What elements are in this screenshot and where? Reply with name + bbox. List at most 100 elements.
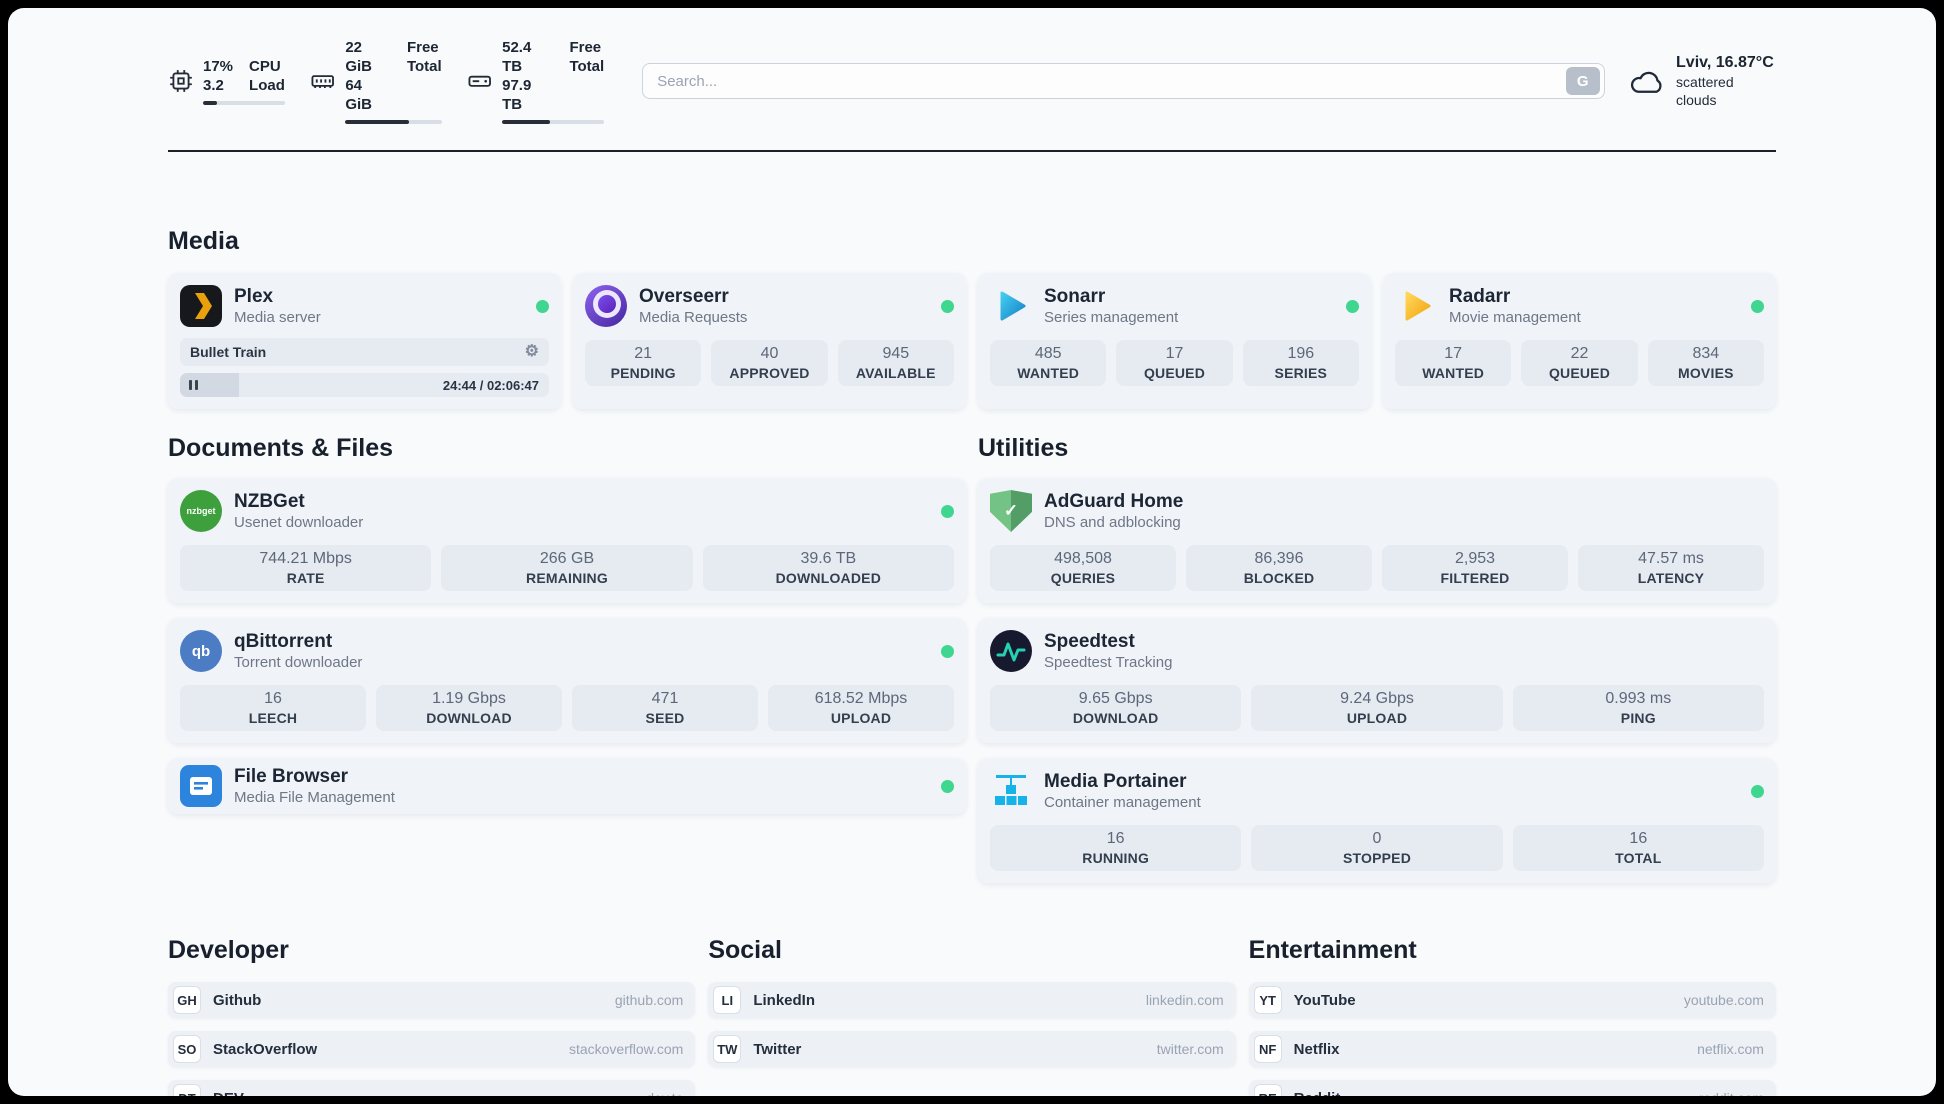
stat-value: 9.24 Gbps [1340, 690, 1414, 707]
bookmark-github[interactable]: GH Github github.com [168, 982, 696, 1018]
stat-label: QUEUED [1143, 365, 1206, 381]
utilities-column: Utilities ✓ AdGuard Home DNS and adblock… [978, 433, 1776, 883]
status-online-dot [941, 504, 954, 518]
stat-value: 47.57 ms [1638, 550, 1704, 567]
stat-value: 196 [1287, 345, 1315, 362]
playback-seek-bar[interactable]: 24:44 / 02:06:47 [180, 373, 549, 397]
bookmark-name: Twitter [753, 1040, 802, 1058]
stat-tile: 22 QUEUED [1521, 340, 1638, 386]
stat-value: 17 [1165, 345, 1184, 362]
filebrowser-icon [180, 765, 222, 807]
weather-location: Lviv, 16.87°C [1676, 54, 1774, 71]
app-card-speedtest[interactable]: Speedtest Speedtest Tracking 9.65 Gbps D… [978, 618, 1776, 743]
stat-tile: 485 WANTED [990, 340, 1107, 386]
bookmark-stackoverflow[interactable]: SO StackOverflow stackoverflow.com [168, 1031, 696, 1067]
app-subtitle: Movie management [1449, 309, 1581, 326]
stat-value: 834 [1692, 345, 1720, 362]
app-card-nzbget[interactable]: nzbget NZBGet Usenet downloader 744.21 M… [168, 478, 966, 603]
stat-value: 9.65 Gbps [1078, 690, 1153, 707]
portainer-icon [990, 770, 1032, 812]
stat-tile: 471 SEED [572, 685, 758, 731]
stat-label: BLOCKED [1243, 570, 1315, 586]
app-subtitle: Media File Management [234, 789, 395, 806]
stat-label: APPROVED [729, 365, 810, 381]
search-engine-google-button[interactable]: G [1565, 67, 1600, 95]
status-online-dot [1751, 299, 1764, 313]
bookmark-url: netflix.com [1697, 1041, 1764, 1057]
app-name: Plex [234, 286, 274, 307]
bookmark-name: DEV [213, 1090, 244, 1097]
disk-metric: 52.4 TB 97.9 TB Free Total [466, 38, 605, 124]
bookmark-abbr: RE [1253, 1084, 1282, 1096]
radarr-icon [1395, 285, 1437, 327]
stat-value: 86,396 [1254, 550, 1304, 567]
section-title-developer: Developer [168, 936, 289, 964]
stat-tile: 16 TOTAL [1512, 825, 1764, 871]
stat-value: 2,953 [1454, 550, 1496, 567]
stat-value: 485 [1034, 345, 1062, 362]
ram-usage-bar [345, 120, 442, 124]
app-subtitle: Series management [1044, 309, 1179, 326]
stat-tile: 9.65 Gbps DOWNLOAD [990, 685, 1242, 731]
section-title-social: Social [708, 936, 782, 964]
cpu-percent: 17% [203, 58, 234, 75]
stat-value: 21 [634, 345, 653, 362]
bookmark-linkedin[interactable]: LI LinkedIn linkedin.com [708, 982, 1236, 1018]
stat-tile: 21 PENDING [585, 340, 702, 386]
app-card-adguard[interactable]: ✓ AdGuard Home DNS and adblocking 498,50… [978, 478, 1776, 603]
search-bar[interactable]: G [642, 63, 1605, 99]
stat-tile: 86,396 BLOCKED [1186, 545, 1372, 591]
bookmark-name: Reddit [1294, 1090, 1341, 1097]
stat-tile: 744.21 Mbps RATE [180, 545, 432, 591]
settings-gear-icon[interactable]: ⚙ [524, 343, 539, 360]
app-card-radarr[interactable]: Radarr Movie management 17 WANTED 22 QUE… [1383, 273, 1776, 409]
app-card-qbittorrent[interactable]: qb qBittorrent Torrent downloader 16 LEE… [168, 618, 966, 743]
cpu-usage-bar [203, 101, 285, 105]
status-online-dot [941, 299, 954, 313]
bookmark-name: YouTube [1293, 991, 1356, 1009]
stat-label: UPLOAD [1346, 710, 1408, 726]
stat-label: LEECH [248, 710, 298, 726]
stat-label: PENDING [610, 365, 676, 381]
bookmark-reddit[interactable]: RE Reddit reddit.com [1248, 1080, 1776, 1097]
stat-label: SERIES [1274, 365, 1328, 381]
now-playing-bar: Bullet Train ⚙ [180, 338, 549, 366]
bookmark-netflix[interactable]: NF Netflix netflix.com [1248, 1031, 1776, 1067]
bookmarks-social: Social LI LinkedIn linkedin.com TW Twitt… [708, 935, 1236, 1096]
stat-tile: 618.52 Mbps UPLOAD [768, 685, 954, 731]
stat-value: 39.6 TB [800, 550, 857, 567]
bookmark-twitter[interactable]: TW Twitter twitter.com [708, 1031, 1236, 1067]
bookmark-abbr: LI [713, 986, 742, 1014]
bookmark-youtube[interactable]: YT YouTube youtube.com [1248, 982, 1776, 1018]
bookmark-abbr: TW [713, 1035, 742, 1063]
app-name: Speedtest [1044, 631, 1135, 652]
disk-free-value: 52.4 TB [502, 39, 532, 75]
app-card-sonarr[interactable]: Sonarr Series management 485 WANTED 17 Q… [978, 273, 1371, 409]
app-card-filebrowser[interactable]: File Browser Media File Management [168, 758, 966, 814]
bookmark-dev[interactable]: DT DEV dev.to [168, 1080, 696, 1097]
stat-tile: 498,508 QUERIES [990, 545, 1176, 591]
pause-button[interactable] [189, 380, 198, 390]
disk-free-label: Free [569, 39, 602, 56]
bookmark-name: StackOverflow [213, 1040, 318, 1058]
app-subtitle: Torrent downloader [234, 654, 363, 671]
section-title-utilities: Utilities [978, 434, 1069, 462]
stat-label: LATENCY [1637, 570, 1705, 586]
bookmark-abbr: YT [1253, 986, 1282, 1014]
stat-tile: 1.19 Gbps DOWNLOAD [376, 685, 562, 731]
bookmarks-developer: Developer GH Github github.com SO StackO… [168, 935, 696, 1097]
stat-tile: 196 SERIES [1242, 340, 1359, 386]
qbittorrent-icon-text: qb [191, 642, 211, 660]
ram-free-value: 22 GiB [345, 39, 372, 75]
stat-label: UPLOAD [830, 710, 892, 726]
search-input[interactable] [657, 72, 1566, 90]
stat-tile: 0 STOPPED [1251, 825, 1503, 871]
app-card-portainer[interactable]: Media Portainer Container management 16 … [978, 758, 1776, 883]
stat-tile: 47.57 ms LATENCY [1578, 545, 1764, 591]
app-card-plex[interactable]: Plex Media server Bullet Train ⚙ 24:44 /… [168, 273, 561, 409]
ram-free-label: Free [406, 39, 439, 56]
app-card-overseerr[interactable]: Overseerr Media Requests 21 PENDING 40 A… [573, 273, 966, 409]
stat-label: WANTED [1422, 365, 1485, 381]
status-online-dot [536, 299, 549, 313]
stat-tile: 16 RUNNING [990, 825, 1242, 871]
